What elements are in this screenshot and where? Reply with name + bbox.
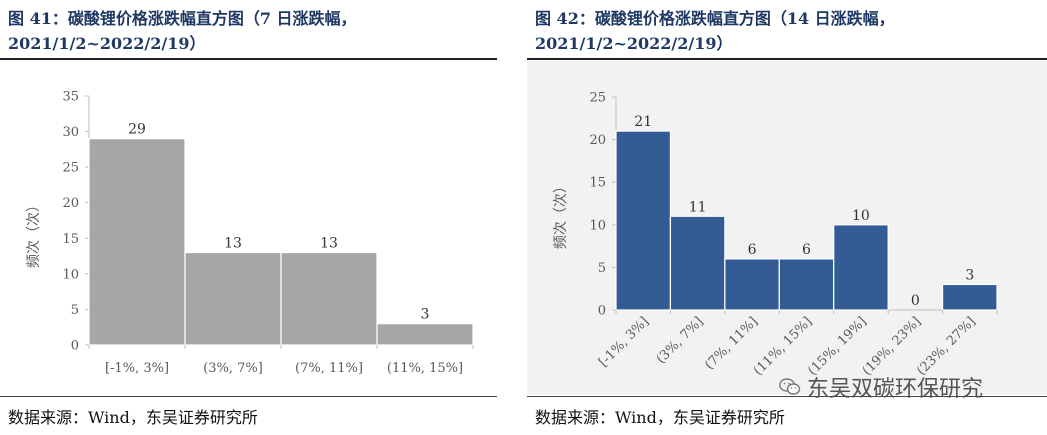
source-divider [527,396,1047,397]
figure-41-title-line1: 图 41：碳酸锂价格涨跌幅直方图（7 日涨跌幅， [8,9,357,28]
right-bar [833,224,889,311]
left-x-tick-label: (3%, 7%] [203,361,263,376]
figure-42-title-line2: 2021/1/2~2022/2/19） [535,34,733,53]
left-y-tick-label: 20 [62,196,79,211]
right-bar [941,283,998,311]
right-bar [724,258,780,311]
right-x-tick-label: (3%, 7%] [654,314,707,367]
left-y-tick-label: 30 [62,125,79,140]
wechat-watermark: 东吴双碳环保研究 [779,371,983,403]
right-x-tick-label: [-1%, 3%] [596,314,652,370]
left-data-label: 13 [320,236,338,252]
right-bar [615,130,672,311]
right-data-label: 0 [911,293,920,309]
right-data-label: 10 [852,208,870,224]
right-y-tick-label: 20 [589,133,606,148]
right-bar [669,215,726,311]
left-x-tick-label: [-1%, 3%] [105,361,169,376]
figure-42-panel: 图 42：碳酸锂价格涨跌幅直方图（14 日涨跌幅， 2021/1/2~2022/… [527,0,1047,435]
right-data-label: 21 [634,114,652,130]
right-y-tick-label: 5 [598,261,606,276]
left-data-label: 3 [421,307,430,323]
left-y-tick-label: 10 [62,267,79,282]
figure-42-title-line1: 图 42：碳酸锂价格涨跌幅直方图（14 日涨跌幅， [535,9,895,28]
right-x-tick-label: (23%, 27%] [914,314,978,378]
left-y-axis-title: 频次（次） [26,198,42,268]
left-bar [280,251,378,346]
figure-41-title: 图 41：碳酸锂价格涨跌幅直方图（7 日涨跌幅， 2021/1/2~2022/2… [8,6,357,56]
wechat-icon [779,378,801,395]
right-y-tick-label: 25 [589,91,606,106]
right-y-tick-label: 0 [598,304,606,319]
figure-42-source: 数据来源：Wind，东吴证券研究所 [535,408,785,427]
figure-41-chart-area: 0 5 10 15 20 25 30 35 频次（次） 29 [-1%, 3%] 13 (3%, 7%]… [0,61,497,395]
right-data-label: 3 [965,267,974,283]
source-divider [0,396,497,397]
left-x-tick-label: (11%, 15%] [387,361,463,376]
right-bar [778,258,835,311]
figure-42-chart-area: 0 5 10 15 20 25 频次（次） 21 [-1%, 3%] 11 (3%, 7%] 6 (7%… [527,61,1047,395]
watermark-text: 东吴双碳环保研究 [807,377,984,402]
left-data-label: 29 [128,122,146,138]
right-x-tick-label: (7%, 11%] [702,314,761,373]
figure-42-title: 图 42：碳酸锂价格涨跌幅直方图（14 日涨跌幅， 2021/1/2~2022/… [535,6,895,56]
left-x-tick-label: (7%, 11%] [295,361,363,376]
left-data-label: 13 [224,236,242,252]
left-y-tick-label: 0 [71,339,79,354]
histogram-7day-chart: 0 5 10 15 20 25 30 35 频次（次） 29 [-1%, 3%] 13 (3%, 7%]… [26,90,474,376]
right-y-tick-label: 10 [589,218,606,233]
title-divider [527,58,1047,60]
left-y-tick-label: 35 [62,90,79,105]
left-bar [88,138,186,346]
title-divider [0,58,497,60]
right-data-label: 11 [689,199,707,215]
right-data-label: 6 [748,242,757,258]
figure-41-source: 数据来源：Wind，东吴证券研究所 [8,408,258,427]
left-y-tick-label: 5 [71,303,79,318]
left-bar [376,323,474,346]
histogram-14day-chart: 0 5 10 15 20 25 频次（次） 21 [-1%, 3%] 11 (3%, 7%] 6 (7%… [553,91,998,379]
right-data-label: 6 [802,242,811,258]
right-y-axis-title: 频次（次） [553,179,569,249]
right-y-tick-label: 15 [589,176,606,191]
figure-41-title-line2: 2021/1/2~2022/2/19） [8,34,206,53]
left-bar [184,251,282,346]
left-y-tick-label: 25 [62,161,79,176]
left-y-tick-label: 15 [62,232,79,247]
figure-41-panel: 图 41：碳酸锂价格涨跌幅直方图（7 日涨跌幅， 2021/1/2~2022/2… [0,0,497,435]
